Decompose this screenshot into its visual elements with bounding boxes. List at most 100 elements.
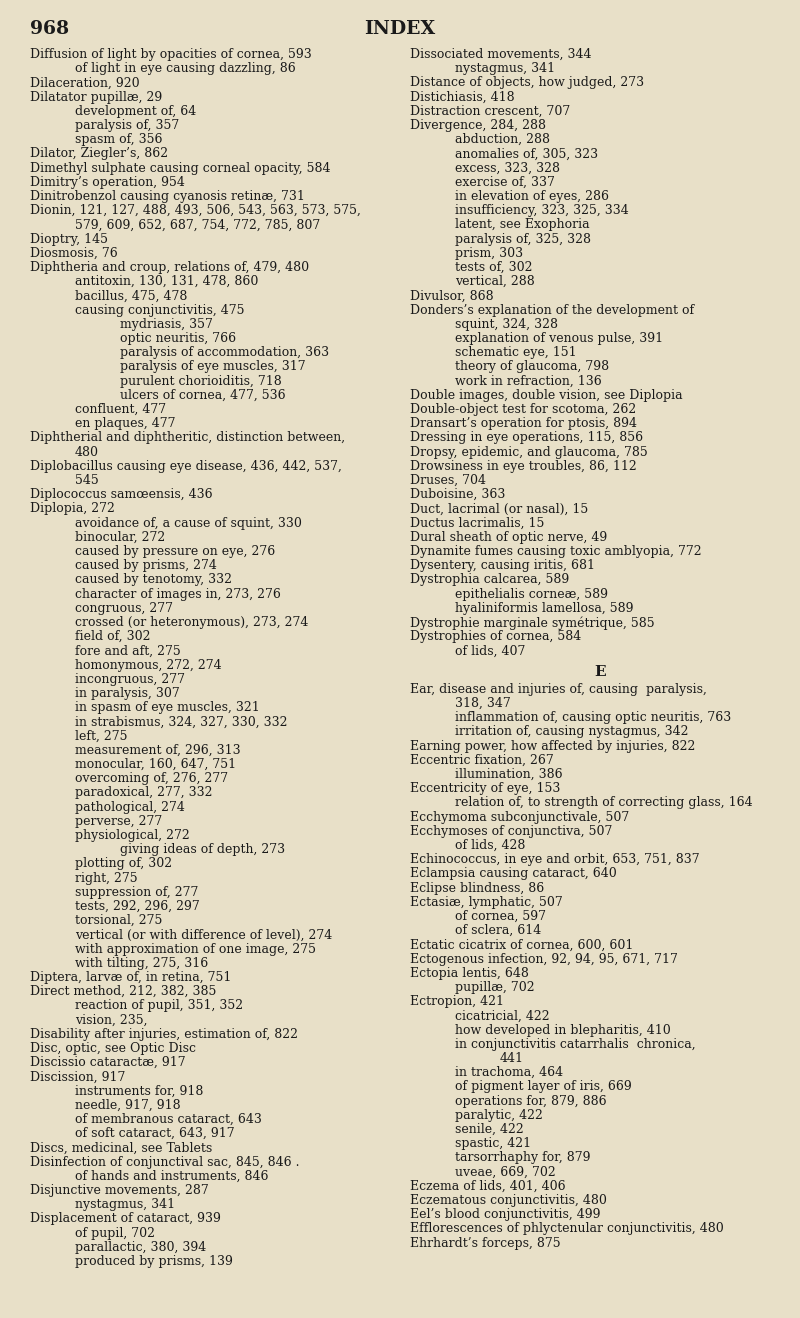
Text: uveae, 669, 702: uveae, 669, 702	[455, 1165, 556, 1178]
Text: Ectatic cicatrix of cornea, 600, 601: Ectatic cicatrix of cornea, 600, 601	[410, 938, 634, 952]
Text: of pupil, 702: of pupil, 702	[75, 1227, 155, 1240]
Text: prism, 303: prism, 303	[455, 246, 523, 260]
Text: Diphtherial and diphtheritic, distinction between,: Diphtherial and diphtheritic, distinctio…	[30, 431, 345, 444]
Text: Dilatator pupillæ, 29: Dilatator pupillæ, 29	[30, 91, 162, 104]
Text: Displacement of cataract, 939: Displacement of cataract, 939	[30, 1213, 221, 1226]
Text: spastic, 421: spastic, 421	[455, 1137, 531, 1151]
Text: reaction of pupil, 351, 352: reaction of pupil, 351, 352	[75, 999, 243, 1012]
Text: measurement of, 296, 313: measurement of, 296, 313	[75, 743, 241, 757]
Text: squint, 324, 328: squint, 324, 328	[455, 318, 558, 331]
Text: 579, 609, 652, 687, 754, 772, 785, 807: 579, 609, 652, 687, 754, 772, 785, 807	[75, 219, 320, 232]
Text: torsional, 275: torsional, 275	[75, 915, 162, 927]
Text: Distichiasis, 418: Distichiasis, 418	[410, 91, 514, 104]
Text: monocular, 160, 647, 751: monocular, 160, 647, 751	[75, 758, 236, 771]
Text: Eccentricity of eye, 153: Eccentricity of eye, 153	[410, 782, 560, 795]
Text: Disability after injuries, estimation of, 822: Disability after injuries, estimation of…	[30, 1028, 298, 1041]
Text: with approximation of one image, 275: with approximation of one image, 275	[75, 942, 316, 956]
Text: Dimethyl sulphate causing corneal opacity, 584: Dimethyl sulphate causing corneal opacit…	[30, 162, 330, 174]
Text: vertical (or with difference of level), 274: vertical (or with difference of level), …	[75, 928, 332, 941]
Text: operations for, 879, 886: operations for, 879, 886	[455, 1095, 606, 1107]
Text: Disc, optic, see Optic Disc: Disc, optic, see Optic Disc	[30, 1043, 196, 1054]
Text: Diplopia, 272: Diplopia, 272	[30, 502, 115, 515]
Text: Ehrhardt’s forceps, 875: Ehrhardt’s forceps, 875	[410, 1236, 561, 1249]
Text: Diplococcus samœensis, 436: Diplococcus samœensis, 436	[30, 488, 213, 501]
Text: avoidance of, a cause of squint, 330: avoidance of, a cause of squint, 330	[75, 517, 302, 530]
Text: development of, 64: development of, 64	[75, 105, 196, 117]
Text: ulcers of cornea, 477, 536: ulcers of cornea, 477, 536	[120, 389, 286, 402]
Text: Ecchymoma subconjunctivale, 507: Ecchymoma subconjunctivale, 507	[410, 811, 630, 824]
Text: Dural sheath of optic nerve, 49: Dural sheath of optic nerve, 49	[410, 531, 607, 544]
Text: Drowsiness in eye troubles, 86, 112: Drowsiness in eye troubles, 86, 112	[410, 460, 637, 473]
Text: Ductus lacrimalis, 15: Ductus lacrimalis, 15	[410, 517, 544, 530]
Text: paralysis of accommodation, 363: paralysis of accommodation, 363	[120, 347, 329, 360]
Text: tarsorrhaphy for, 879: tarsorrhaphy for, 879	[455, 1152, 590, 1164]
Text: Dinitrobenzol causing cyanosis retinæ, 731: Dinitrobenzol causing cyanosis retinæ, 7…	[30, 190, 305, 203]
Text: Eclipse blindness, 86: Eclipse blindness, 86	[410, 882, 544, 895]
Text: Ectasiæ, lymphatic, 507: Ectasiæ, lymphatic, 507	[410, 896, 562, 909]
Text: Dystrophie marginale symétrique, 585: Dystrophie marginale symétrique, 585	[410, 616, 654, 630]
Text: irritation of, causing nystagmus, 342: irritation of, causing nystagmus, 342	[455, 725, 689, 738]
Text: Dransart’s operation for ptosis, 894: Dransart’s operation for ptosis, 894	[410, 418, 637, 430]
Text: Duboisine, 363: Duboisine, 363	[410, 488, 506, 501]
Text: plotting of, 302: plotting of, 302	[75, 858, 172, 870]
Text: Ectogenous infection, 92, 94, 95, 671, 717: Ectogenous infection, 92, 94, 95, 671, 7…	[410, 953, 678, 966]
Text: congruous, 277: congruous, 277	[75, 602, 173, 614]
Text: optic neuritis, 766: optic neuritis, 766	[120, 332, 236, 345]
Text: of membranous cataract, 643: of membranous cataract, 643	[75, 1112, 262, 1126]
Text: exercise of, 337: exercise of, 337	[455, 175, 555, 188]
Text: Efflorescences of phlyctenular conjunctivitis, 480: Efflorescences of phlyctenular conjuncti…	[410, 1222, 724, 1235]
Text: of lids, 428: of lids, 428	[455, 840, 526, 851]
Text: Divulsor, 868: Divulsor, 868	[410, 290, 494, 302]
Text: Eel’s blood conjunctivitis, 499: Eel’s blood conjunctivitis, 499	[410, 1209, 601, 1222]
Text: fore and aft, 275: fore and aft, 275	[75, 645, 181, 658]
Text: anomalies of, 305, 323: anomalies of, 305, 323	[455, 148, 598, 161]
Text: tests of, 302: tests of, 302	[455, 261, 533, 274]
Text: relation of, to strength of correcting glass, 164: relation of, to strength of correcting g…	[455, 796, 753, 809]
Text: Diplobacillus causing eye disease, 436, 442, 537,: Diplobacillus causing eye disease, 436, …	[30, 460, 342, 473]
Text: Disinfection of conjunctival sac, 845, 846 .: Disinfection of conjunctival sac, 845, 8…	[30, 1156, 299, 1169]
Text: Eczema of lids, 401, 406: Eczema of lids, 401, 406	[410, 1180, 566, 1193]
Text: Earning power, how affected by injuries, 822: Earning power, how affected by injuries,…	[410, 739, 695, 753]
Text: confluent, 477: confluent, 477	[75, 403, 166, 416]
Text: in spasm of eye muscles, 321: in spasm of eye muscles, 321	[75, 701, 260, 714]
Text: Dimitry’s operation, 954: Dimitry’s operation, 954	[30, 175, 185, 188]
Text: Diptera, larvæ of, in retina, 751: Diptera, larvæ of, in retina, 751	[30, 971, 231, 985]
Text: Dioptry, 145: Dioptry, 145	[30, 232, 108, 245]
Text: illumination, 386: illumination, 386	[455, 768, 562, 782]
Text: latent, see Exophoria: latent, see Exophoria	[455, 219, 590, 232]
Text: abduction, 288: abduction, 288	[455, 133, 550, 146]
Text: of soft cataract, 643, 917: of soft cataract, 643, 917	[75, 1127, 234, 1140]
Text: 968: 968	[30, 20, 69, 38]
Text: Dressing in eye operations, 115, 856: Dressing in eye operations, 115, 856	[410, 431, 643, 444]
Text: physiological, 272: physiological, 272	[75, 829, 190, 842]
Text: Double-object test for scotoma, 262: Double-object test for scotoma, 262	[410, 403, 636, 416]
Text: schematic eye, 151: schematic eye, 151	[455, 347, 577, 360]
Text: of light in eye causing dazzling, 86: of light in eye causing dazzling, 86	[75, 62, 296, 75]
Text: excess, 323, 328: excess, 323, 328	[455, 162, 560, 174]
Text: Ectropion, 421: Ectropion, 421	[410, 995, 504, 1008]
Text: Donders’s explanation of the development of: Donders’s explanation of the development…	[410, 303, 694, 316]
Text: character of images in, 273, 276: character of images in, 273, 276	[75, 588, 281, 601]
Text: parallactic, 380, 394: parallactic, 380, 394	[75, 1240, 206, 1253]
Text: left, 275: left, 275	[75, 730, 127, 742]
Text: Distraction crescent, 707: Distraction crescent, 707	[410, 105, 570, 117]
Text: paralysis of, 325, 328: paralysis of, 325, 328	[455, 232, 591, 245]
Text: of sclera, 614: of sclera, 614	[455, 924, 542, 937]
Text: antitoxin, 130, 131, 478, 860: antitoxin, 130, 131, 478, 860	[75, 275, 258, 289]
Text: caused by pressure on eye, 276: caused by pressure on eye, 276	[75, 546, 275, 558]
Text: bacillus, 475, 478: bacillus, 475, 478	[75, 290, 187, 302]
Text: perverse, 277: perverse, 277	[75, 815, 162, 828]
Text: pupillæ, 702: pupillæ, 702	[455, 981, 534, 994]
Text: right, 275: right, 275	[75, 871, 138, 884]
Text: inflammation of, causing optic neuritis, 763: inflammation of, causing optic neuritis,…	[455, 712, 731, 724]
Text: crossed (or heteronymous), 273, 274: crossed (or heteronymous), 273, 274	[75, 616, 308, 629]
Text: in paralysis, 307: in paralysis, 307	[75, 687, 180, 700]
Text: hyaliniformis lamellosa, 589: hyaliniformis lamellosa, 589	[455, 602, 634, 614]
Text: Dissociated movements, 344: Dissociated movements, 344	[410, 47, 591, 61]
Text: with tilting, 275, 316: with tilting, 275, 316	[75, 957, 208, 970]
Text: spasm of, 356: spasm of, 356	[75, 133, 162, 146]
Text: explanation of venous pulse, 391: explanation of venous pulse, 391	[455, 332, 663, 345]
Text: how developed in blepharitis, 410: how developed in blepharitis, 410	[455, 1024, 670, 1036]
Text: Echinococcus, in eye and orbit, 653, 751, 837: Echinococcus, in eye and orbit, 653, 751…	[410, 853, 700, 866]
Text: Dynamite fumes causing toxic amblyopia, 772: Dynamite fumes causing toxic amblyopia, …	[410, 546, 702, 558]
